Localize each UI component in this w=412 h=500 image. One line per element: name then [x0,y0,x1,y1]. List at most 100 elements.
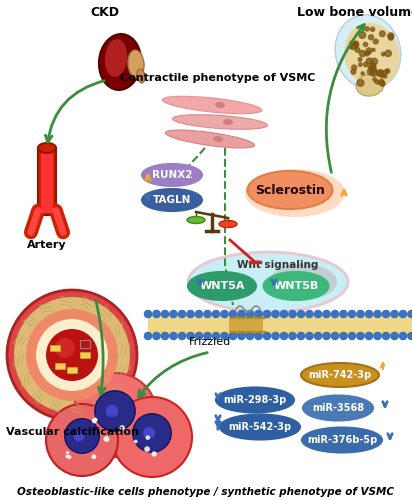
Circle shape [195,332,203,340]
Circle shape [91,418,97,424]
FancyArrowPatch shape [56,210,63,233]
Circle shape [55,338,75,358]
Bar [67,367,77,373]
Ellipse shape [302,428,382,452]
Ellipse shape [356,74,384,96]
Ellipse shape [344,23,400,87]
Circle shape [382,52,385,56]
Circle shape [145,436,150,440]
Circle shape [349,45,352,48]
Ellipse shape [335,15,401,89]
Ellipse shape [213,136,223,142]
Circle shape [288,310,297,318]
Circle shape [331,310,339,318]
Circle shape [372,48,375,51]
Ellipse shape [223,119,233,125]
Circle shape [368,68,374,75]
Circle shape [370,28,375,32]
Circle shape [357,80,364,86]
Circle shape [297,310,305,318]
Circle shape [371,67,377,73]
Circle shape [161,310,169,318]
Ellipse shape [105,39,127,77]
Circle shape [161,332,169,340]
Circle shape [46,404,118,476]
Circle shape [386,69,390,73]
Text: miR-742-3p: miR-742-3p [309,370,372,380]
Ellipse shape [142,164,202,186]
Circle shape [351,65,357,70]
Circle shape [91,454,96,460]
Circle shape [306,310,314,318]
Circle shape [323,332,330,340]
Ellipse shape [248,171,332,209]
Circle shape [143,427,155,439]
Circle shape [389,36,393,40]
Ellipse shape [216,388,294,412]
Ellipse shape [215,102,225,108]
Circle shape [106,404,118,417]
Circle shape [382,70,387,75]
Text: RUNX2: RUNX2 [152,170,192,180]
Circle shape [65,455,68,458]
Text: Frizzled: Frizzled [189,337,231,347]
Circle shape [379,31,385,36]
Text: CKD: CKD [91,6,119,18]
Circle shape [361,72,364,75]
Circle shape [384,75,387,78]
Circle shape [65,418,99,454]
Ellipse shape [128,50,144,78]
Circle shape [386,69,389,72]
Bar [55,363,65,369]
Circle shape [356,310,365,318]
Text: miR-298-3p: miR-298-3p [223,395,287,405]
Circle shape [385,50,391,56]
Circle shape [399,332,407,340]
Circle shape [144,446,150,452]
Ellipse shape [38,143,56,153]
Ellipse shape [188,272,256,300]
Ellipse shape [173,114,267,130]
Circle shape [369,35,374,40]
Circle shape [373,78,377,82]
Circle shape [381,74,384,78]
Circle shape [365,332,373,340]
Circle shape [152,310,161,318]
Circle shape [380,81,385,86]
Circle shape [365,310,373,318]
Circle shape [348,332,356,340]
Circle shape [364,62,368,66]
Circle shape [237,332,246,340]
Circle shape [229,332,237,340]
Circle shape [134,440,138,444]
Circle shape [220,310,229,318]
Circle shape [348,310,356,318]
Circle shape [144,332,152,340]
Circle shape [73,373,157,457]
Circle shape [339,332,347,340]
Circle shape [237,310,246,318]
Circle shape [119,425,125,430]
Circle shape [26,309,118,401]
FancyArrowPatch shape [31,210,38,233]
Text: miR-3568: miR-3568 [312,403,364,413]
Circle shape [246,332,254,340]
Text: Artery: Artery [27,240,67,250]
Circle shape [356,332,365,340]
Circle shape [374,332,382,340]
Text: Wnt signaling: Wnt signaling [237,260,319,270]
Ellipse shape [220,414,300,440]
Ellipse shape [99,34,141,90]
Circle shape [377,70,384,76]
Text: miR-542-3p: miR-542-3p [228,422,292,432]
Text: WNT5B: WNT5B [274,281,318,291]
Circle shape [368,66,373,70]
Circle shape [389,34,393,39]
Circle shape [36,319,108,391]
Bar [38,148,56,215]
Circle shape [350,41,355,46]
Circle shape [297,332,305,340]
Bar [80,340,90,348]
Circle shape [366,48,372,54]
Text: Low bone volume: Low bone volume [297,6,412,18]
